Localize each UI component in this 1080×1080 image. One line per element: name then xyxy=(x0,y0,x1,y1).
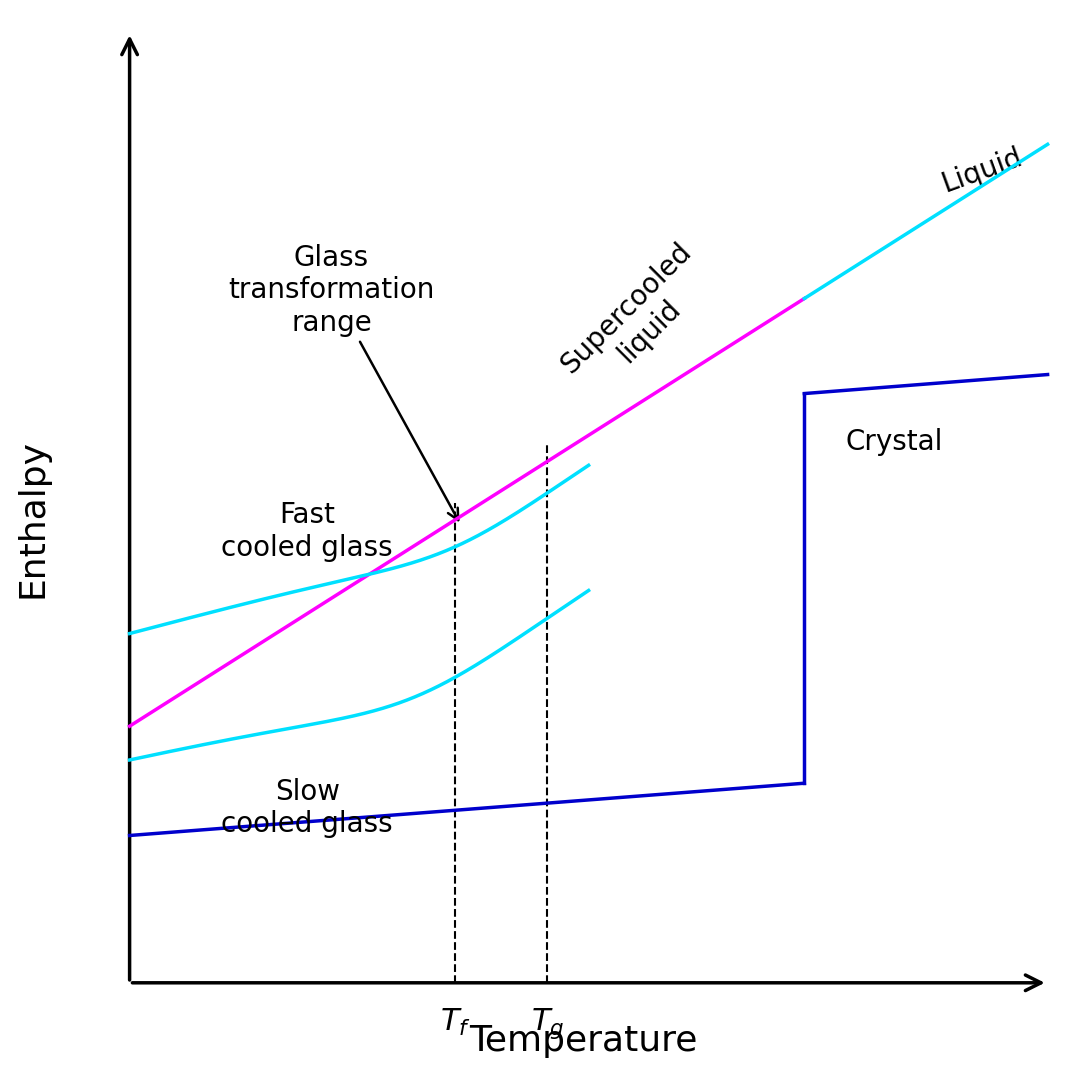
Text: Glass
transformation
range: Glass transformation range xyxy=(228,244,458,521)
Text: Enthalpy: Enthalpy xyxy=(15,438,50,598)
Text: Liquid: Liquid xyxy=(937,143,1026,198)
Text: $T_f$: $T_f$ xyxy=(440,1007,471,1038)
Text: Fast
cooled glass: Fast cooled glass xyxy=(221,501,393,562)
Text: Slow
cooled glass: Slow cooled glass xyxy=(221,778,393,838)
Text: Crystal: Crystal xyxy=(846,428,943,456)
Text: Temperature: Temperature xyxy=(469,1025,698,1058)
Text: $T_g$: $T_g$ xyxy=(530,1007,564,1041)
Text: Supercooled
liquid: Supercooled liquid xyxy=(555,238,720,402)
